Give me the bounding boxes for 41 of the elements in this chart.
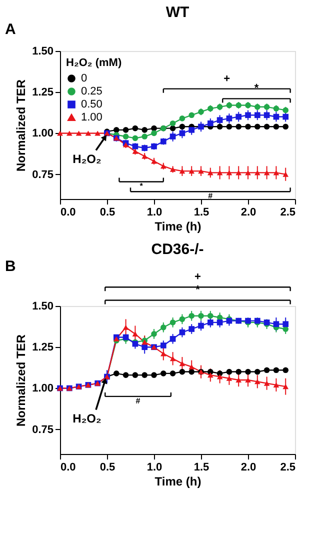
y-tick-label: 1.00 [32, 382, 54, 395]
x-tick-label: 1.5 [194, 462, 210, 474]
annotation: # [136, 396, 141, 406]
y-axis-title: Normalized TER [14, 334, 28, 427]
x-tick-label: 0.5 [100, 462, 116, 474]
x-axis-title: Time (h) [154, 220, 202, 234]
text: B [5, 258, 16, 275]
annotation: # [208, 192, 214, 201]
text: A [5, 21, 16, 38]
text: + [194, 271, 201, 284]
x-tick-label: 0.0 [60, 206, 76, 218]
y-tick-label: 1.50 [32, 300, 54, 312]
legend-title: H₂O₂ (mM) [66, 57, 122, 69]
legend-label: 0.50 [81, 98, 102, 110]
y-axis-title: Normalized TER [14, 79, 28, 172]
y-tick-label: 1.25 [32, 86, 54, 99]
x-tick-label: 2.5 [280, 206, 296, 218]
x-tick-label: 0.0 [60, 462, 76, 474]
chart-title: CD36-/- [151, 241, 204, 258]
chart-title: WT [166, 4, 190, 21]
annotation: + [224, 72, 230, 85]
y-tick-label: 0.75 [32, 424, 54, 436]
legend-label: 1.00 [81, 112, 102, 124]
annotation: * [140, 182, 144, 191]
x-tick-label: 1.5 [194, 206, 210, 218]
x-tick-label: 2.0 [240, 206, 256, 218]
annotation: * [254, 82, 260, 95]
y-tick-label: 1.00 [32, 128, 54, 140]
x-axis-title: Time (h) [154, 474, 202, 488]
x-tick-label: 2.5 [280, 462, 296, 474]
y-tick-label: 1.50 [32, 46, 54, 58]
x-tick-label: 2.0 [240, 462, 256, 474]
annotation: H₂O₂ [72, 412, 102, 426]
y-tick-label: 0.75 [32, 168, 54, 181]
annotation: H₂O₂ [72, 152, 102, 166]
x-tick-label: 1.0 [146, 462, 162, 474]
legend-label: 0.25 [81, 86, 102, 98]
y-tick-label: 1.25 [32, 342, 54, 354]
x-tick-label: 1.0 [146, 206, 162, 218]
x-tick-label: 0.5 [100, 206, 116, 218]
legend-label: 0 [81, 72, 88, 84]
